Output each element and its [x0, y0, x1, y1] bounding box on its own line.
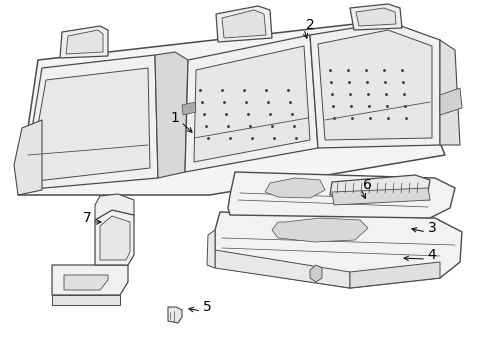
Polygon shape: [317, 30, 431, 140]
Polygon shape: [60, 26, 108, 58]
Polygon shape: [439, 40, 459, 145]
Polygon shape: [227, 172, 454, 218]
Polygon shape: [95, 210, 134, 265]
Polygon shape: [28, 68, 150, 182]
Polygon shape: [95, 194, 134, 220]
Polygon shape: [52, 295, 120, 305]
Polygon shape: [182, 102, 196, 115]
Polygon shape: [155, 52, 187, 178]
Polygon shape: [22, 55, 158, 190]
Text: 5: 5: [202, 300, 211, 314]
Text: 2: 2: [305, 18, 314, 32]
Polygon shape: [184, 35, 317, 172]
Polygon shape: [309, 265, 321, 282]
Text: 7: 7: [82, 211, 91, 225]
Polygon shape: [271, 218, 367, 242]
Polygon shape: [194, 46, 309, 162]
Polygon shape: [331, 188, 429, 205]
Polygon shape: [349, 4, 401, 30]
Text: 1: 1: [170, 111, 179, 125]
Polygon shape: [222, 10, 265, 38]
Polygon shape: [439, 88, 461, 115]
Text: 3: 3: [427, 221, 435, 235]
Polygon shape: [100, 216, 130, 260]
Polygon shape: [52, 265, 128, 295]
Polygon shape: [349, 262, 439, 288]
Polygon shape: [216, 6, 271, 42]
Polygon shape: [168, 307, 182, 323]
Polygon shape: [215, 212, 461, 288]
Polygon shape: [215, 250, 349, 288]
Polygon shape: [14, 120, 42, 195]
Polygon shape: [331, 180, 394, 202]
Polygon shape: [18, 20, 444, 195]
Polygon shape: [206, 230, 215, 268]
Polygon shape: [264, 178, 325, 198]
Polygon shape: [329, 175, 429, 195]
Text: 6: 6: [362, 178, 371, 192]
Polygon shape: [66, 30, 103, 54]
Polygon shape: [309, 22, 439, 148]
Text: 4: 4: [427, 248, 435, 262]
Polygon shape: [64, 275, 108, 290]
Polygon shape: [355, 8, 395, 26]
